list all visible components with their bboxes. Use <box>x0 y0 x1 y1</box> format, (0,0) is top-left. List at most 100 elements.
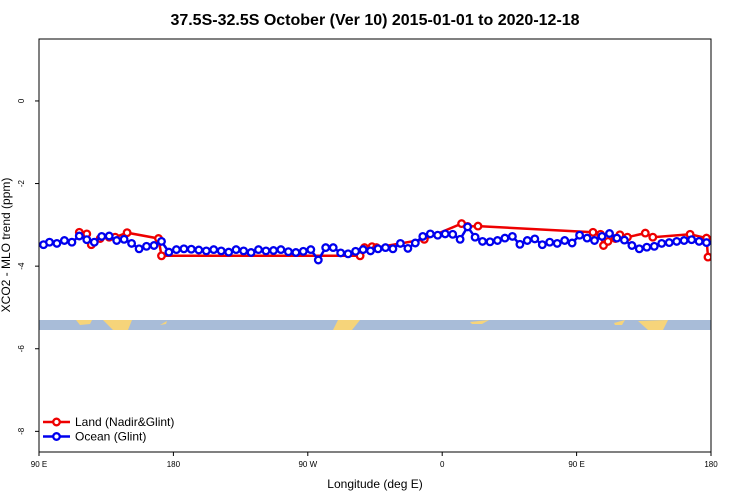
map-land-south-africa <box>470 320 489 324</box>
data-point <box>82 235 92 245</box>
series-ocean <box>39 222 711 265</box>
data-point <box>97 231 107 241</box>
data-point <box>231 245 241 255</box>
data-point <box>418 231 428 241</box>
data-point <box>171 245 181 255</box>
legend-label: Land (Nadir&Glint) <box>75 415 174 429</box>
data-point <box>649 241 659 251</box>
data-point <box>74 231 84 241</box>
data-point <box>321 243 331 253</box>
map-land-australia-east-2 <box>638 320 668 330</box>
data-point <box>328 243 338 253</box>
background-map <box>39 320 711 330</box>
data-point <box>552 238 562 248</box>
data-point <box>134 244 144 254</box>
data-point <box>388 244 398 254</box>
map-land-new-zealand <box>160 321 167 325</box>
data-point <box>642 242 652 252</box>
data-point <box>530 234 540 244</box>
data-point <box>455 234 465 244</box>
data-point <box>157 236 166 246</box>
data-point <box>291 248 301 257</box>
data-point <box>45 237 54 247</box>
map-land-australia-west-2 <box>614 320 625 325</box>
x-tick-label: 90 E <box>568 460 584 469</box>
data-point <box>194 245 204 255</box>
data-point <box>179 244 189 254</box>
data-point <box>597 231 607 241</box>
data-point <box>410 238 420 248</box>
y-tick-label: -6 <box>17 345 26 353</box>
y-axis-label: XCO2 - MLO trend (ppm) <box>0 178 13 313</box>
x-tick-label: 90 W <box>298 460 317 469</box>
data-point <box>478 236 487 246</box>
legend: Land (Nadir&Glint)Ocean (Glint) <box>43 415 174 444</box>
x-tick-label: 180 <box>704 460 718 469</box>
data-point <box>119 234 129 244</box>
map-ocean-band <box>39 320 711 330</box>
data-point <box>381 243 390 253</box>
data-point <box>269 246 278 255</box>
data-point <box>366 246 375 256</box>
data-point <box>575 230 585 240</box>
data-point <box>164 247 174 257</box>
data-point <box>216 246 226 256</box>
data-point <box>679 236 689 245</box>
data-point <box>373 244 383 254</box>
data-point <box>648 232 658 242</box>
data-point <box>336 248 346 258</box>
data-point <box>694 236 704 246</box>
data-point <box>122 228 132 238</box>
data-point <box>59 236 69 245</box>
data-point <box>619 235 629 245</box>
data-point <box>89 237 99 247</box>
data-point <box>605 229 614 238</box>
data-point <box>612 233 622 243</box>
data-point <box>395 238 405 248</box>
chart-title: 37.5S-32.5S October (Ver 10) 2015-01-01 … <box>170 12 579 29</box>
map-land-australia-east <box>103 320 132 330</box>
series-layer <box>39 219 711 265</box>
x-tick-label: 90 E <box>31 460 47 469</box>
x-tick-label: 180 <box>167 460 181 469</box>
data-point <box>112 236 122 245</box>
data-point <box>515 239 525 249</box>
data-point <box>702 238 711 248</box>
data-point <box>470 232 480 242</box>
data-point <box>239 246 249 256</box>
data-point <box>440 229 450 239</box>
data-point <box>157 251 166 261</box>
map-land-south-america <box>333 320 360 330</box>
data-point <box>224 247 234 257</box>
data-point <box>507 231 517 241</box>
x-tick-label: 0 <box>440 460 445 469</box>
data-point <box>67 237 77 247</box>
data-point <box>500 233 510 243</box>
data-point <box>603 236 613 246</box>
plot-frame <box>38 38 712 453</box>
data-point <box>560 236 570 245</box>
data-point <box>306 245 316 255</box>
data-point <box>664 238 674 248</box>
data-point <box>261 246 271 256</box>
data-point <box>149 241 159 250</box>
data-point <box>627 241 637 250</box>
data-point <box>590 236 599 245</box>
data-point <box>104 231 114 241</box>
y-tick-label: -8 <box>17 427 26 435</box>
y-axis: 0 -2 -4 -6 -8 <box>17 98 39 435</box>
legend-label: Ocean (Glint) <box>75 430 146 444</box>
data-point <box>425 229 435 239</box>
data-point <box>522 236 532 245</box>
data-point <box>358 245 368 255</box>
y-tick-label: -4 <box>17 262 26 270</box>
data-point <box>463 222 473 232</box>
data-point <box>493 236 502 245</box>
data-point <box>127 238 137 248</box>
data-point <box>567 238 577 248</box>
data-point <box>283 247 293 257</box>
data-point <box>254 245 263 255</box>
data-point <box>703 252 711 262</box>
data-point <box>403 243 413 253</box>
